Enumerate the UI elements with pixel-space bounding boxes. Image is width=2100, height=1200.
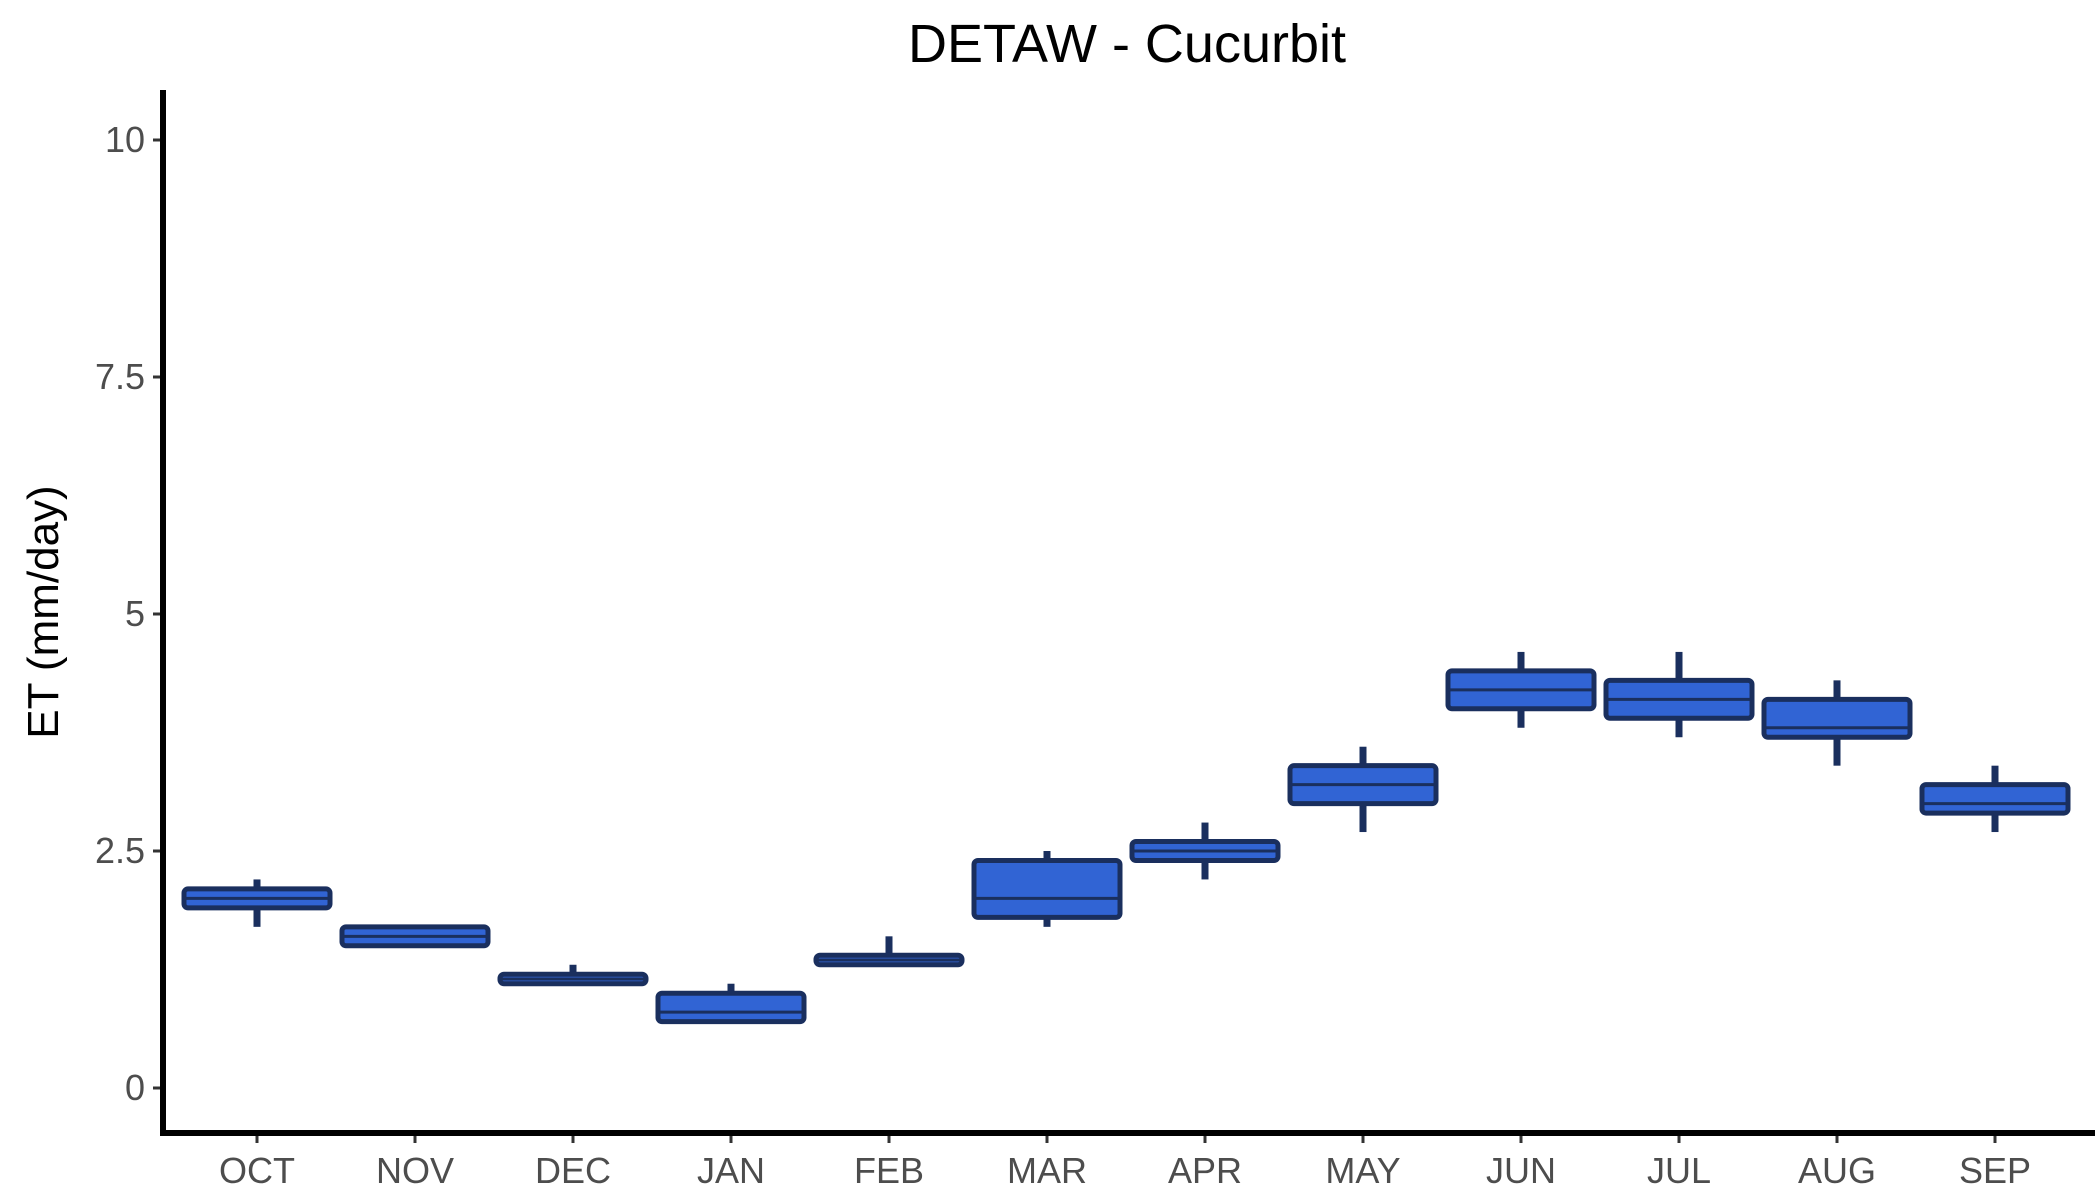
x-tick-label: FEB xyxy=(854,1150,924,1191)
box-body xyxy=(1919,782,2071,816)
box-body xyxy=(1761,696,1913,740)
box-sep xyxy=(1919,765,2071,833)
chart-title: DETAW - Cucurbit xyxy=(908,14,1346,74)
box-mar xyxy=(971,851,1123,927)
y-tick-label: 5 xyxy=(125,593,145,634)
box-oct xyxy=(181,879,333,927)
box-series xyxy=(181,651,2071,1025)
box-aug xyxy=(1761,680,1913,766)
y-axis-label: ET (mm/day) xyxy=(19,485,68,738)
box-jul xyxy=(1603,651,1755,738)
box-apr xyxy=(1129,822,1281,880)
box-body xyxy=(971,857,1123,920)
x-tick-label: NOV xyxy=(376,1150,454,1191)
y-tick-label: 0 xyxy=(125,1067,145,1108)
x-tick-label: JUN xyxy=(1486,1150,1556,1191)
y-axis-ticks: 0 2.5 5 7.5 10 xyxy=(95,119,163,1108)
x-tick-label: JAN xyxy=(697,1150,765,1191)
x-axis-ticks: OCT NOV DEC JAN FEB MAR APR MAY JUN JUL AUG SEP xyxy=(219,1133,2031,1191)
x-tick-label: OCT xyxy=(219,1150,295,1191)
box-body xyxy=(655,990,807,1025)
x-tick-label: APR xyxy=(1168,1150,1242,1191)
x-tick-label: SEP xyxy=(1959,1150,2031,1191)
box-dec xyxy=(497,964,649,987)
x-tick-label: MAY xyxy=(1325,1150,1400,1191)
box-jun xyxy=(1445,651,1597,728)
box-may xyxy=(1287,746,1439,833)
x-tick-label: AUG xyxy=(1798,1150,1876,1191)
box-nov xyxy=(339,924,491,949)
y-tick-label: 7.5 xyxy=(95,356,145,397)
box-jan xyxy=(655,983,807,1025)
y-tick-label: 2.5 xyxy=(95,830,145,871)
x-tick-label: MAR xyxy=(1007,1150,1087,1191)
x-tick-label: JUL xyxy=(1647,1150,1711,1191)
box-feb xyxy=(813,936,965,968)
x-tick-label: DEC xyxy=(535,1150,611,1191)
y-tick-label: 10 xyxy=(105,119,145,160)
